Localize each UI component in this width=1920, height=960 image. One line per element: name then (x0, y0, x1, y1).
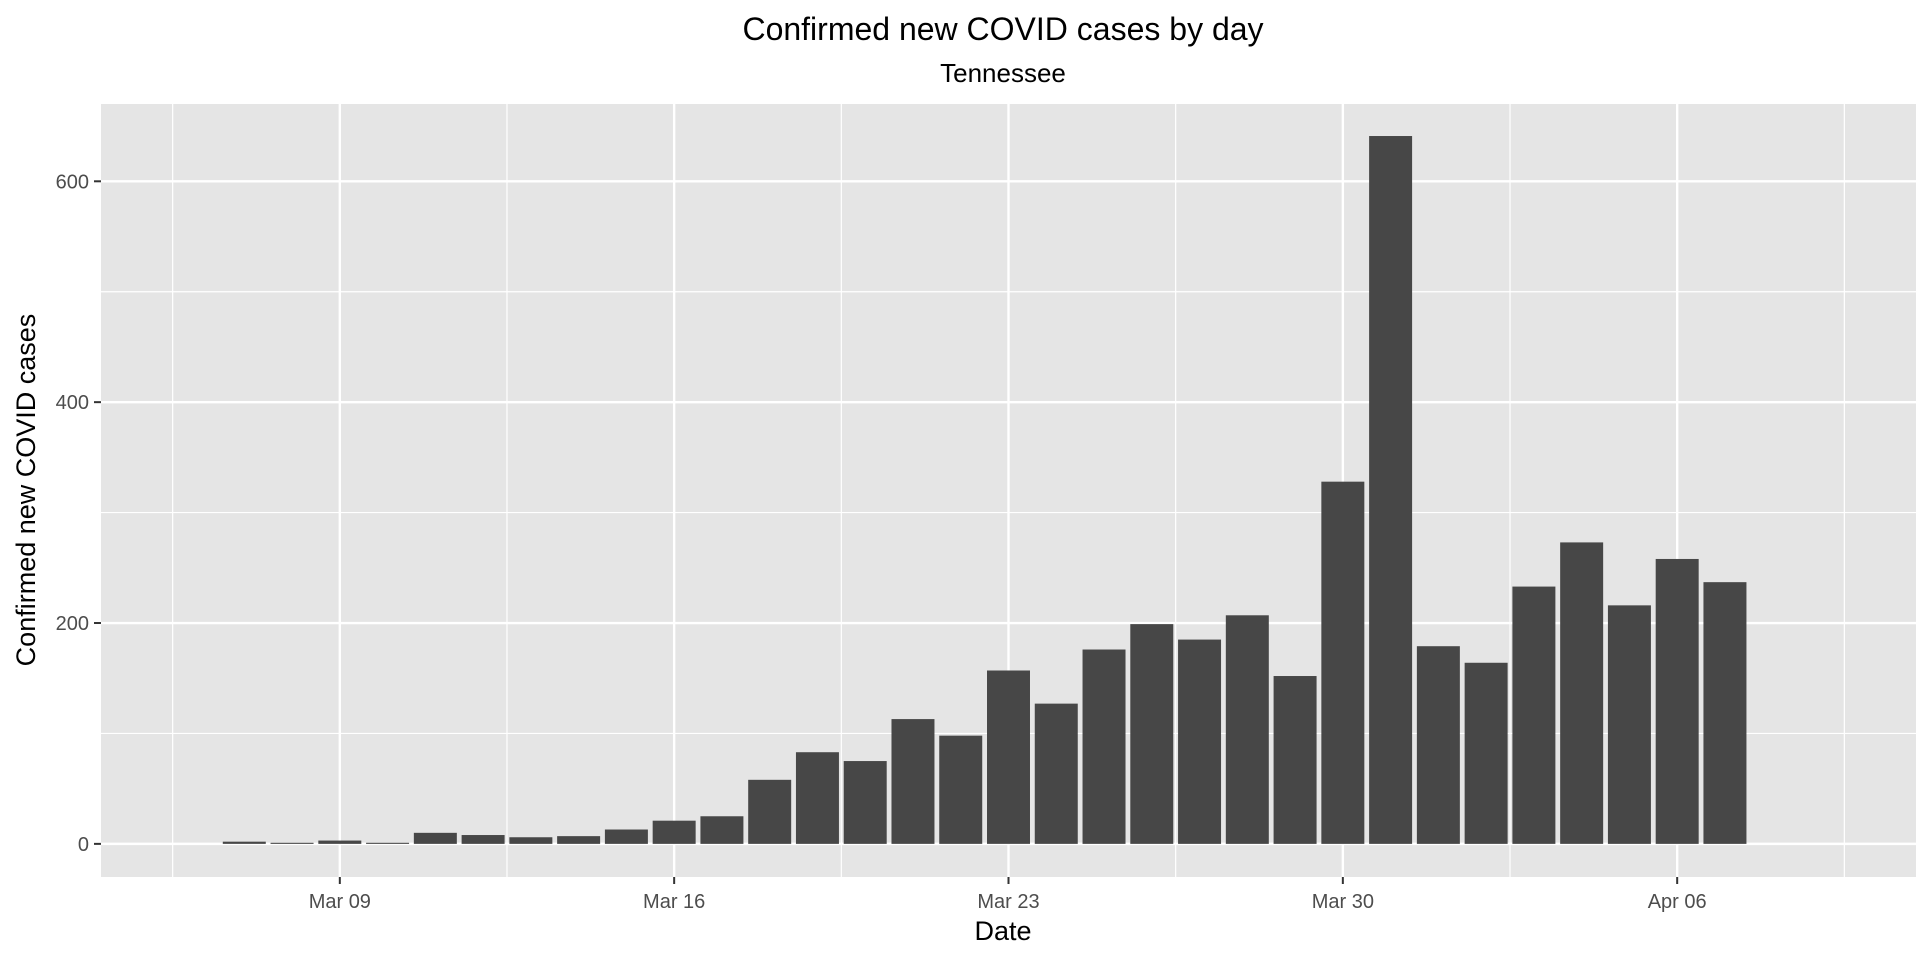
bar (1130, 624, 1174, 844)
bar (1225, 615, 1269, 844)
y-tick-label: 600 (56, 171, 89, 193)
bar (557, 836, 601, 844)
bar (1655, 558, 1699, 844)
bar (843, 761, 887, 844)
bar (1369, 136, 1413, 844)
y-tick-label: 400 (56, 392, 89, 414)
bars (222, 136, 1747, 844)
bar (222, 841, 266, 844)
y-axis: 0 200 400 600 (56, 171, 101, 856)
bar (604, 829, 648, 844)
bar (1464, 662, 1508, 844)
bar (987, 670, 1030, 844)
x-axis-title: Date (974, 916, 1031, 946)
bar (1321, 481, 1365, 844)
x-tick-label: Mar 16 (643, 891, 705, 913)
bar (366, 842, 410, 844)
chart-title: Confirmed new COVID cases by day (742, 11, 1263, 47)
bar (1607, 605, 1651, 844)
y-tick-label: 0 (78, 834, 89, 856)
bar (1512, 586, 1556, 844)
bar (509, 837, 553, 844)
bar (700, 816, 744, 844)
bar (1273, 676, 1317, 844)
bar (461, 835, 505, 844)
bar (652, 820, 696, 844)
y-tick-label: 200 (56, 613, 89, 635)
bar (939, 735, 983, 844)
x-tick-label: Mar 09 (309, 891, 371, 913)
x-tick-label: Mar 30 (1312, 891, 1374, 913)
bar (1560, 542, 1604, 844)
bar (270, 842, 314, 844)
chart-subtitle: Tennessee (940, 58, 1066, 88)
bar (1416, 646, 1460, 844)
bar (891, 719, 935, 844)
bar (413, 832, 457, 844)
bar (795, 752, 839, 844)
x-tick-label: Mar 23 (977, 891, 1039, 913)
x-tick-label: Apr 06 (1648, 891, 1707, 913)
bar (1034, 703, 1078, 844)
bar (1178, 639, 1222, 844)
bar (1703, 582, 1747, 844)
x-axis: Mar 09 Mar 16 Mar 23 Mar 30 Apr 06 (309, 877, 1707, 913)
y-axis-title: Confirmed new COVID cases (11, 314, 41, 667)
bar (1082, 649, 1126, 844)
bar (748, 779, 792, 844)
bar (318, 840, 362, 844)
